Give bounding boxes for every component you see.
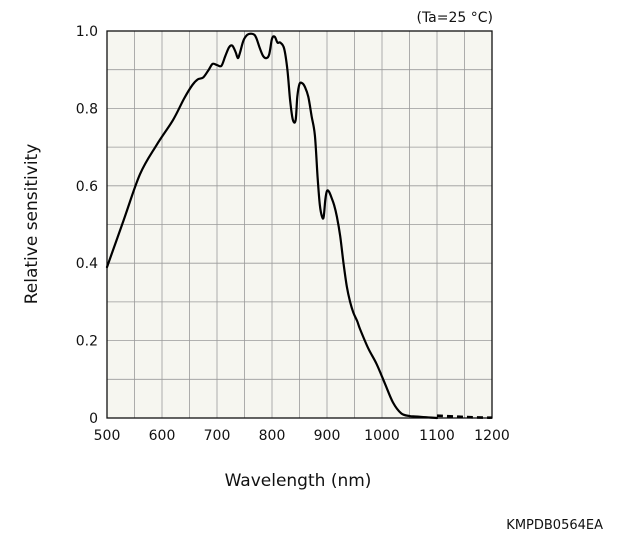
y-tick-label: 0.8 <box>76 101 98 117</box>
y-tick-label: 0.2 <box>76 334 98 350</box>
y-tick-labels: 0 0.2 0.4 0.6 0.8 1.0 <box>76 24 98 427</box>
x-tick-labels: 500 600 700 800 900 1000 1100 1200 <box>94 428 510 444</box>
series-line-dashed <box>436 414 493 419</box>
series-line-solid <box>105 32 439 420</box>
x-tick-label: 900 <box>314 428 341 444</box>
x-tick-label: 500 <box>94 428 121 444</box>
y-tick-label: 0.6 <box>76 179 98 195</box>
x-tick-label: 1200 <box>474 428 510 444</box>
y-tick-label: 1.0 <box>76 24 98 40</box>
x-tick-label: 1000 <box>364 428 400 444</box>
figure-code: KMPDB0564EA <box>506 518 603 533</box>
x-tick-label: 800 <box>259 428 286 444</box>
x-axis-title: Wavelength (nm) <box>225 471 372 491</box>
x-tick-label: 700 <box>204 428 231 444</box>
x-tick-label: 1100 <box>419 428 455 444</box>
grid-lines <box>107 31 492 418</box>
y-axis-title: Relative sensitivity <box>22 144 42 305</box>
series-layer <box>105 32 493 420</box>
y-tick-label: 0 <box>89 411 98 427</box>
x-tick-label: 600 <box>149 428 176 444</box>
plot-frame <box>106 30 493 419</box>
y-tick-label: 0.4 <box>76 256 98 272</box>
condition-label: (Ta=25 °C) <box>416 10 493 26</box>
